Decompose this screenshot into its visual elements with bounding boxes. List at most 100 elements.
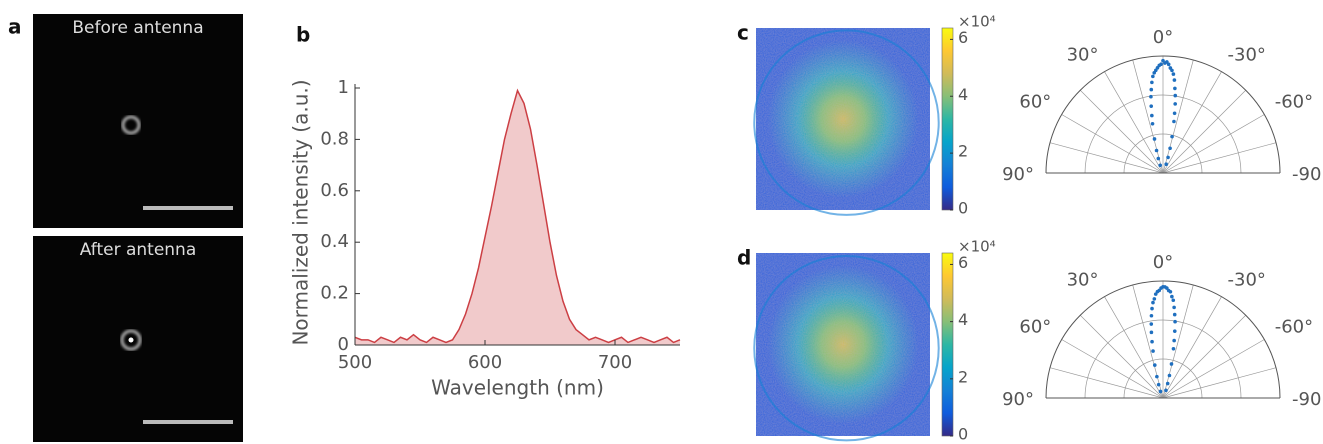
theta-tick-label: 60° — [1019, 317, 1051, 338]
spoke — [1162, 339, 1265, 399]
polar-point — [1161, 58, 1165, 63]
polar-point — [1150, 113, 1154, 118]
spoke — [1104, 71, 1164, 174]
spoke — [1162, 114, 1265, 174]
polar-point — [1150, 121, 1155, 126]
colorbar-tick-label: 4 — [958, 310, 968, 329]
emitter-ring — [120, 329, 142, 351]
polar-point — [1167, 373, 1172, 378]
polar-point — [1156, 156, 1161, 161]
spoke — [1162, 59, 1194, 174]
theta-tick-label: 90° — [1002, 164, 1034, 185]
theta-tick-label: 0° — [1153, 27, 1173, 48]
polar-point — [1151, 349, 1155, 353]
spoke — [1162, 90, 1246, 174]
y-tick-label: 1 — [338, 77, 349, 98]
polar-point — [1158, 389, 1163, 394]
panel-label: d — [737, 246, 751, 270]
theta-tick-label: 0° — [1153, 252, 1173, 273]
panel-label: a — [8, 15, 22, 39]
polar-point — [1171, 346, 1176, 351]
spoke — [1162, 142, 1277, 174]
polar-point — [1151, 300, 1155, 305]
polar-point — [1149, 330, 1154, 335]
polar-point — [1153, 292, 1158, 296]
theta-tick-label: 60° — [1019, 92, 1051, 113]
polar-point — [1156, 382, 1161, 387]
colorbar-tick-label: 2 — [958, 367, 968, 386]
polar-point — [1172, 329, 1177, 333]
polar-point — [1155, 374, 1159, 379]
y-axis-label: Normalized intensity (a.u.) — [289, 79, 313, 345]
spoke — [1162, 315, 1246, 399]
spoke — [1162, 71, 1222, 174]
polar-point — [1172, 119, 1176, 124]
theta-tick-label: -60° — [1275, 92, 1313, 113]
colorbar-tick-label: 2 — [958, 142, 968, 161]
theta-tick-label: -60° — [1275, 317, 1313, 338]
spoke — [1080, 315, 1164, 399]
theta-tick-label: 30° — [1067, 44, 1099, 65]
image-title: After antenna — [80, 240, 197, 260]
theta-tick-label: -90° — [1292, 164, 1323, 185]
micrograph — [33, 236, 243, 442]
x-tick-label: 500 — [338, 352, 372, 373]
scale-bar — [143, 206, 233, 210]
panel-label: c — [737, 21, 749, 45]
polar-point — [1170, 134, 1174, 139]
polar-point — [1154, 148, 1159, 153]
polar-point — [1172, 312, 1177, 317]
polar-point — [1152, 297, 1157, 301]
theta-tick-label: -30° — [1228, 44, 1266, 65]
x-axis-label: Wavelength (nm) — [431, 376, 604, 400]
emitter-ring — [121, 115, 141, 135]
colorbar-tick-label: 6 — [958, 253, 968, 272]
x-tick-label: 600 — [468, 352, 502, 373]
spoke — [1061, 339, 1164, 399]
area-fill — [355, 90, 680, 345]
spoke — [1061, 114, 1164, 174]
polar-point — [1152, 363, 1157, 367]
colorbar-multiplier: ×10⁴ — [958, 238, 996, 256]
polar-point — [1171, 298, 1176, 303]
y-tick-label: 0.6 — [320, 180, 349, 201]
spoke — [1162, 367, 1277, 399]
polar-point — [1164, 162, 1169, 167]
outer-ring — [1045, 55, 1281, 174]
theta-tick-label: -90° — [1292, 389, 1323, 410]
spoke — [1049, 142, 1164, 174]
polar-point — [1150, 339, 1154, 344]
polar-point — [1172, 78, 1177, 82]
y-tick-label: 0.8 — [320, 128, 349, 149]
spoke — [1132, 284, 1164, 399]
colorbar — [941, 252, 954, 437]
polar-point — [1172, 338, 1176, 343]
x-tick-label: 700 — [598, 352, 632, 373]
polar-point — [1152, 70, 1157, 75]
aperture-edge — [753, 254, 940, 442]
polar-point — [1172, 305, 1176, 310]
polar-point — [1169, 362, 1174, 366]
panel-label: b — [296, 23, 310, 47]
colorbar-tick-label: 6 — [958, 28, 968, 47]
spoke — [1162, 296, 1222, 399]
polar-point — [1173, 102, 1177, 106]
emitter-spot — [128, 337, 134, 343]
spoke — [1080, 90, 1164, 174]
y-tick-label: 0.4 — [320, 231, 349, 252]
polar-point — [1152, 137, 1157, 141]
area-line — [354, 88, 681, 344]
polar-point — [1149, 322, 1154, 326]
spoke — [1049, 367, 1164, 399]
y-tick-label: 0.2 — [320, 283, 349, 304]
polar-point — [1172, 111, 1177, 116]
theta-tick-label: 30° — [1067, 269, 1099, 290]
polar-point — [1164, 388, 1168, 393]
polar-point — [1168, 66, 1173, 70]
polar-point — [1171, 72, 1176, 76]
colorbar-multiplier: ×10⁴ — [958, 13, 996, 31]
scale-bar — [143, 420, 233, 424]
polar-point — [1151, 74, 1155, 79]
